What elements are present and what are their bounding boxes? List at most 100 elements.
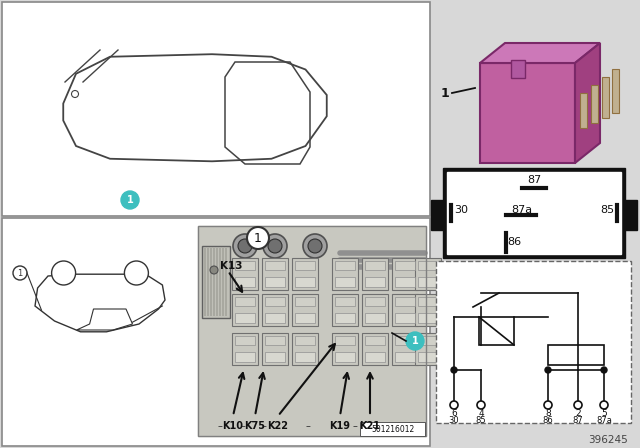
- Bar: [265, 313, 285, 323]
- Text: 1: 1: [17, 268, 22, 277]
- Bar: [265, 277, 285, 287]
- Bar: [335, 336, 355, 345]
- Text: –: –: [353, 421, 357, 431]
- Bar: [395, 261, 415, 270]
- Bar: [365, 313, 385, 323]
- Circle shape: [52, 261, 76, 285]
- Circle shape: [601, 367, 607, 373]
- Bar: [432, 0, 640, 448]
- Circle shape: [233, 234, 257, 258]
- Bar: [362, 294, 388, 326]
- Bar: [602, 77, 609, 118]
- Bar: [295, 352, 315, 362]
- Bar: [418, 313, 438, 323]
- Bar: [362, 333, 388, 365]
- Bar: [213, 248, 215, 316]
- Circle shape: [450, 401, 458, 409]
- Bar: [332, 258, 358, 290]
- Polygon shape: [480, 43, 600, 63]
- Bar: [436, 261, 631, 423]
- Text: 86: 86: [543, 415, 554, 425]
- Text: 1: 1: [412, 336, 419, 346]
- Text: –: –: [241, 421, 245, 431]
- Text: 1: 1: [127, 195, 133, 205]
- Bar: [365, 261, 385, 270]
- Bar: [265, 297, 285, 306]
- Text: 1: 1: [254, 232, 262, 245]
- Text: –: –: [262, 421, 266, 431]
- Circle shape: [545, 367, 551, 373]
- Bar: [395, 277, 415, 287]
- Bar: [262, 333, 288, 365]
- Bar: [332, 294, 358, 326]
- Bar: [447, 172, 621, 254]
- Text: –: –: [381, 421, 387, 431]
- Circle shape: [247, 227, 269, 249]
- Bar: [235, 277, 255, 287]
- Circle shape: [72, 90, 79, 98]
- Circle shape: [303, 234, 327, 258]
- Bar: [207, 248, 209, 316]
- Bar: [365, 352, 385, 362]
- Bar: [580, 93, 587, 128]
- Bar: [415, 258, 441, 290]
- Text: 87a: 87a: [596, 415, 612, 425]
- Text: 6: 6: [451, 409, 457, 418]
- Circle shape: [544, 401, 552, 409]
- Bar: [202, 246, 230, 318]
- Bar: [335, 297, 355, 306]
- Circle shape: [406, 332, 424, 350]
- Text: 85: 85: [600, 205, 614, 215]
- Text: –: –: [218, 421, 223, 431]
- Bar: [418, 277, 438, 287]
- Bar: [222, 248, 224, 316]
- Circle shape: [13, 266, 27, 280]
- Circle shape: [121, 191, 139, 209]
- Bar: [219, 248, 221, 316]
- Bar: [591, 85, 598, 123]
- Bar: [216, 248, 218, 316]
- Text: K13: K13: [220, 261, 243, 271]
- Text: 2: 2: [575, 409, 581, 418]
- Text: 30: 30: [454, 205, 468, 215]
- Bar: [262, 294, 288, 326]
- Bar: [295, 297, 315, 306]
- Circle shape: [124, 261, 148, 285]
- Circle shape: [451, 367, 457, 373]
- Bar: [395, 297, 415, 306]
- Circle shape: [263, 234, 287, 258]
- Bar: [418, 336, 438, 345]
- Polygon shape: [575, 43, 600, 163]
- Bar: [235, 352, 255, 362]
- Bar: [235, 336, 255, 345]
- Bar: [335, 261, 355, 270]
- Bar: [362, 258, 388, 290]
- Bar: [365, 336, 385, 345]
- Bar: [2, 2, 430, 216]
- Bar: [235, 261, 255, 270]
- Bar: [295, 261, 315, 270]
- Bar: [235, 313, 255, 323]
- Bar: [548, 345, 604, 365]
- Text: 86: 86: [507, 237, 521, 247]
- Bar: [479, 317, 514, 345]
- Bar: [392, 258, 418, 290]
- Circle shape: [574, 401, 582, 409]
- Bar: [235, 297, 255, 306]
- Bar: [511, 60, 525, 78]
- Bar: [443, 168, 625, 258]
- Bar: [292, 333, 318, 365]
- Text: 8: 8: [545, 409, 551, 418]
- Circle shape: [210, 266, 218, 274]
- Bar: [210, 248, 212, 316]
- Bar: [295, 313, 315, 323]
- Bar: [232, 333, 258, 365]
- Circle shape: [308, 239, 322, 253]
- Text: 87: 87: [573, 415, 584, 425]
- Bar: [292, 258, 318, 290]
- Bar: [204, 248, 206, 316]
- Bar: [365, 297, 385, 306]
- Text: K75: K75: [244, 421, 266, 431]
- Bar: [335, 313, 355, 323]
- Text: K19: K19: [330, 421, 351, 431]
